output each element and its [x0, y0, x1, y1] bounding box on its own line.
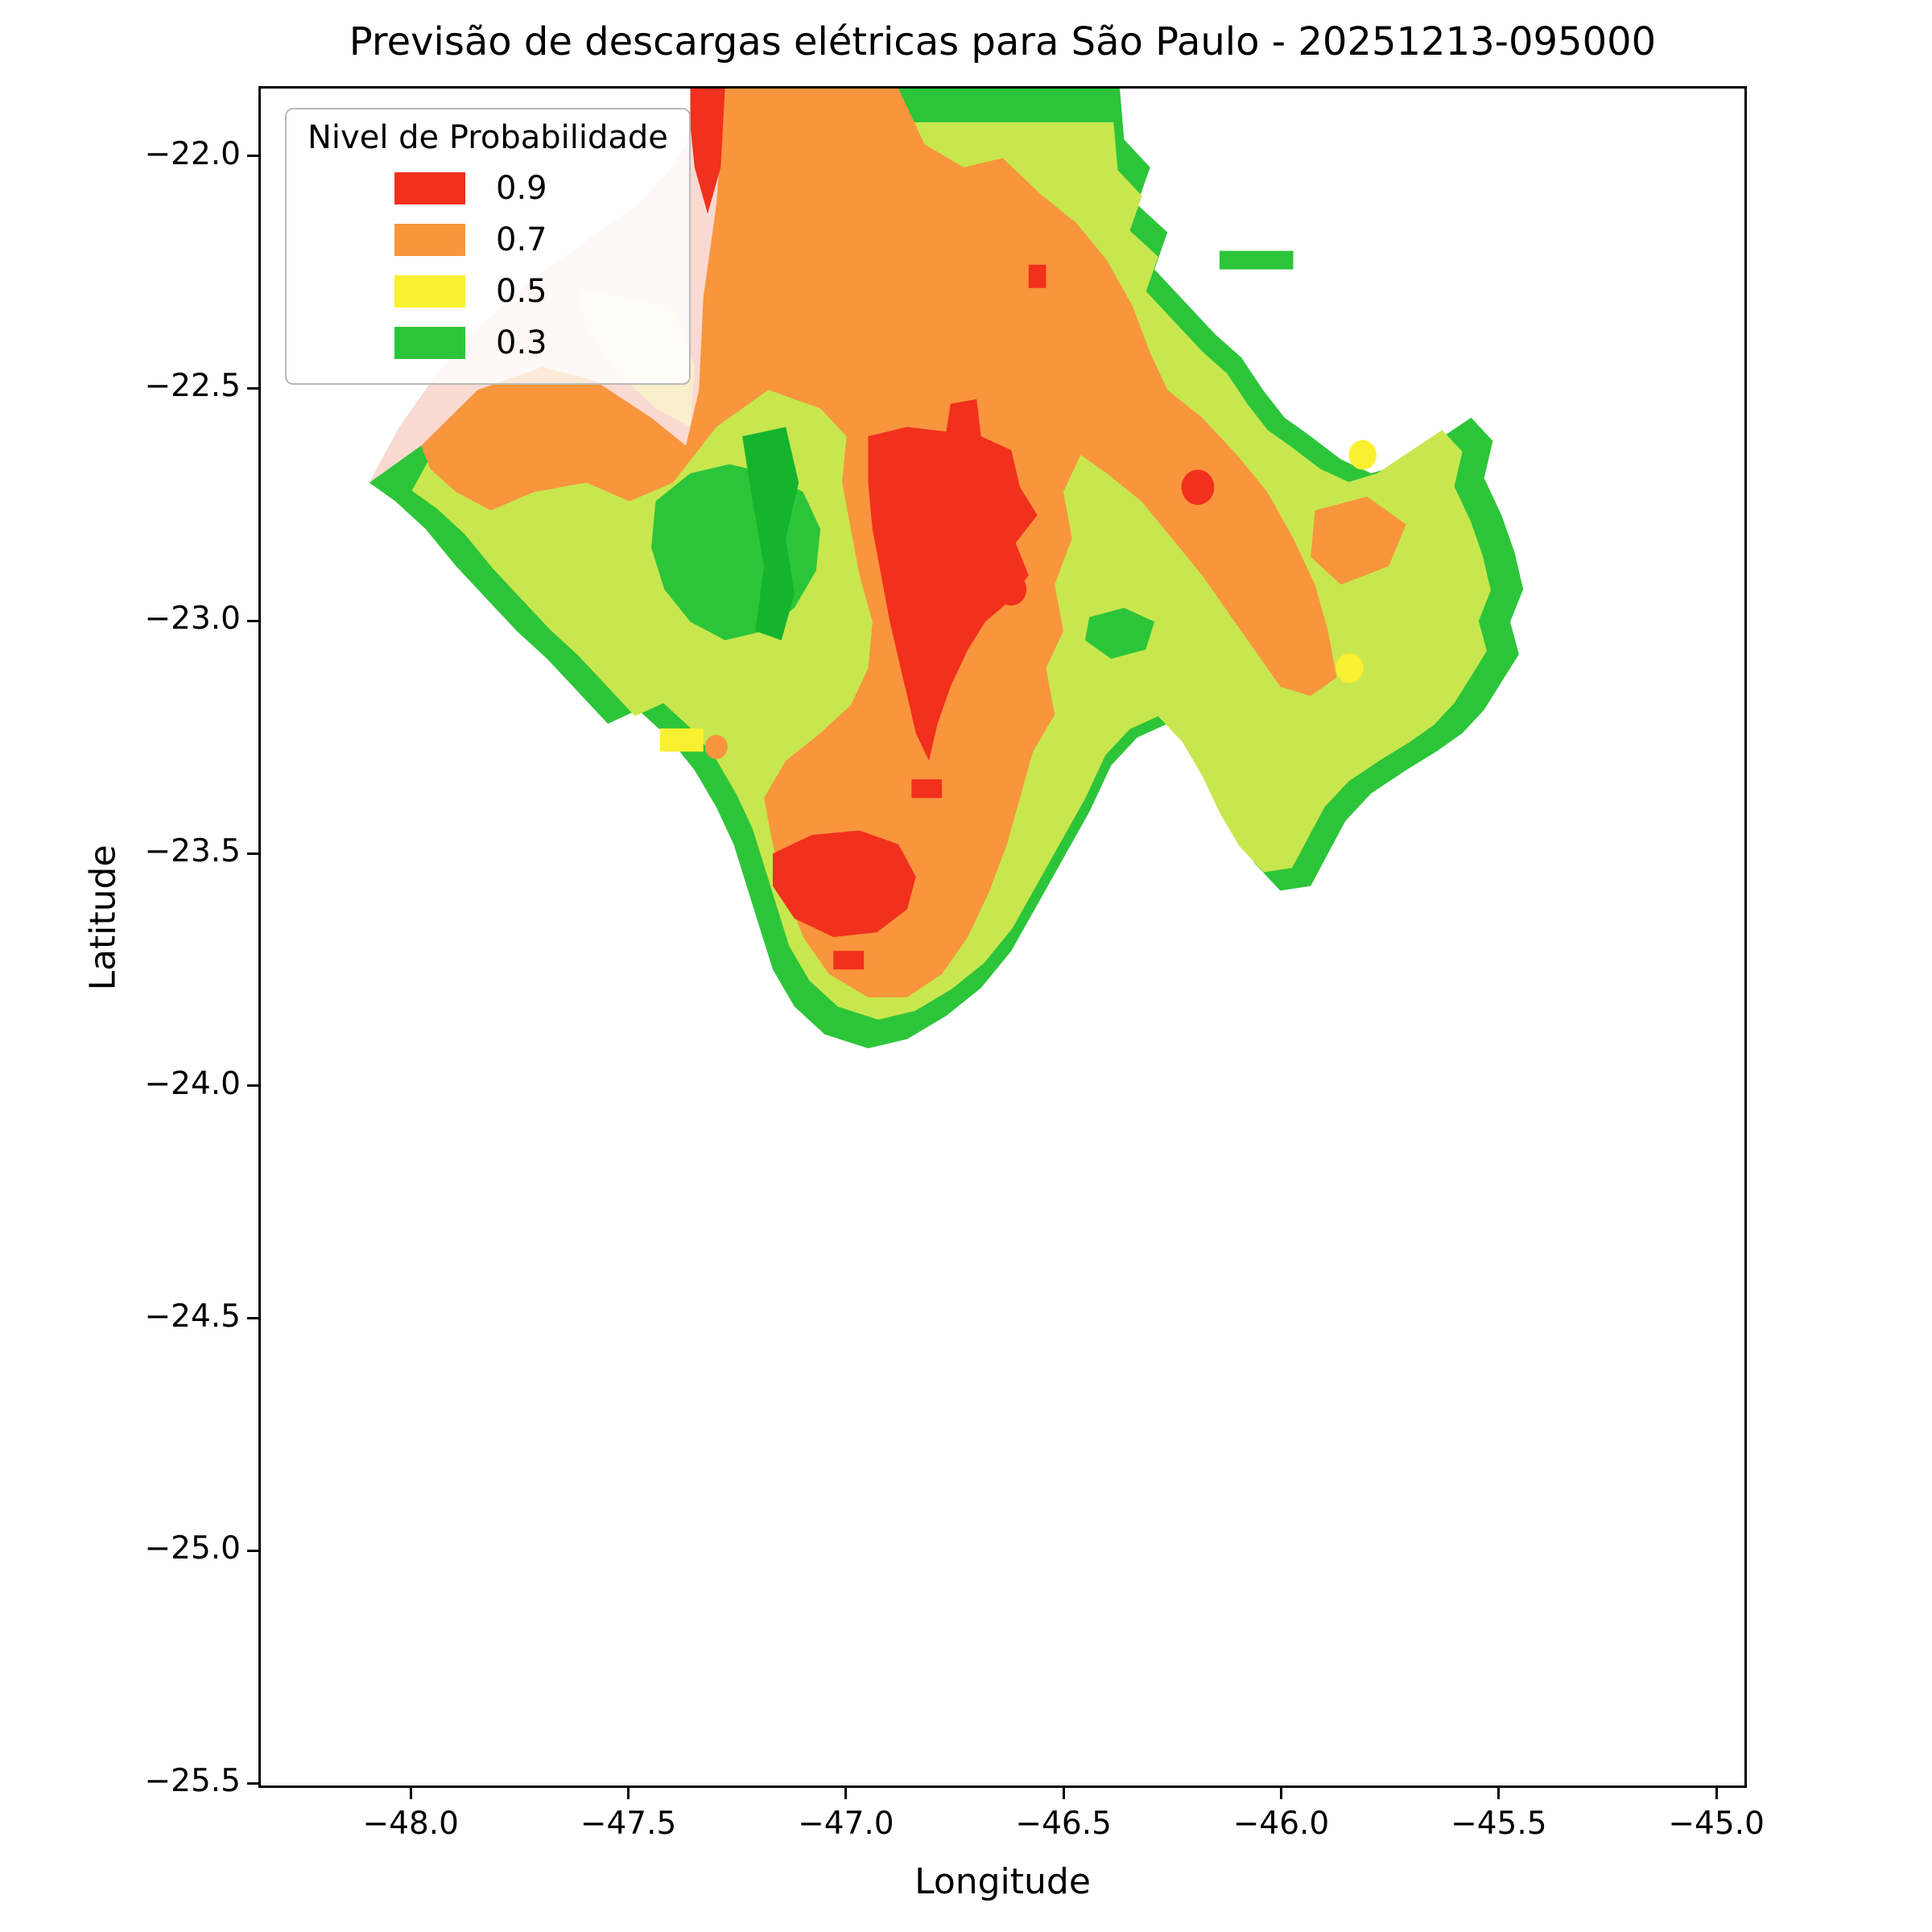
legend-entry: 0.9 [308, 163, 668, 214]
x-tick-label: −45.0 [1668, 1806, 1765, 1842]
x-tick-label: −47.0 [798, 1806, 894, 1842]
legend-swatch-yellow [394, 275, 465, 308]
y-tick-label: −25.0 [144, 1530, 241, 1567]
chart-title: Previsão de descargas elétricas para São… [349, 19, 1657, 64]
x-tick-mark [1062, 1788, 1065, 1799]
y-tick-label: −24.5 [144, 1298, 241, 1335]
legend-entry: 0.5 [308, 266, 668, 317]
region-orange-dot-west [704, 734, 728, 759]
x-tick-mark [844, 1788, 848, 1799]
region-red-south [772, 830, 916, 937]
region-red-central [868, 398, 1038, 762]
region-red-dash-c [833, 951, 865, 970]
y-tick-mark [247, 1781, 258, 1785]
x-tick-mark [1715, 1788, 1718, 1799]
legend: Nivel de Probabilidade 0.9 0.7 0.5 0.3 [285, 108, 691, 385]
region-yellow-dot-b [1335, 653, 1364, 683]
region-green-bay-patch [1084, 608, 1155, 659]
y-tick-label: −25.5 [144, 1763, 241, 1800]
x-tick-label: −48.0 [362, 1806, 459, 1842]
x-tick-mark [409, 1788, 412, 1799]
y-tick-label: −23.5 [144, 833, 241, 870]
x-tick-mark [627, 1788, 630, 1799]
x-tick-mark [1497, 1788, 1501, 1799]
x-tick-label: −47.5 [580, 1806, 677, 1842]
y-tick-mark [247, 155, 258, 158]
legend-entry: 0.3 [308, 317, 668, 369]
region-red-dash-a [1028, 264, 1046, 288]
y-tick-label: −24.0 [144, 1065, 241, 1102]
region-red-top-sliver [690, 89, 725, 214]
y-tick-mark [247, 1084, 258, 1088]
x-tick-label: −46.0 [1232, 1806, 1330, 1842]
x-tick-label: −46.5 [1015, 1806, 1112, 1842]
y-tick-mark [247, 619, 258, 622]
region-red-dot-a [996, 572, 1027, 606]
legend-swatch-red [394, 172, 465, 204]
legend-entry: 0.7 [308, 214, 668, 266]
legend-entry-label: 0.5 [496, 273, 547, 310]
x-axis-label: Longitude [914, 1861, 1091, 1902]
region-green-inner-strip [742, 427, 799, 641]
y-tick-mark [247, 1317, 258, 1320]
y-tick-mark [247, 852, 258, 855]
legend-entry-label: 0.3 [496, 324, 547, 361]
legend-swatch-green [394, 327, 465, 359]
x-tick-mark [1280, 1788, 1282, 1799]
legend-entry-label: 0.9 [496, 170, 547, 207]
y-tick-mark [247, 1549, 258, 1552]
region-green-dash-ne [1219, 250, 1294, 270]
legend-swatch-orange [394, 224, 465, 256]
y-tick-label: −22.0 [144, 135, 241, 172]
region-red-dot-b [1181, 469, 1215, 506]
legend-entry-label: 0.7 [496, 221, 547, 258]
y-tick-label: −22.5 [144, 368, 241, 405]
region-orange-right-patch [1311, 496, 1406, 585]
region-yellow-dot-a [1348, 440, 1377, 470]
y-tick-label: −23.0 [144, 601, 241, 638]
legend-entries: 0.9 0.7 0.5 0.3 [308, 163, 668, 369]
legend-title: Nivel de Probabilidade [308, 119, 668, 156]
plot-area: Nivel de Probabilidade 0.9 0.7 0.5 0.3 [258, 86, 1747, 1788]
region-red-dash-b [911, 779, 943, 799]
y-tick-mark [247, 386, 258, 390]
x-tick-label: −45.5 [1451, 1806, 1547, 1842]
region-yellow-dash-west [659, 728, 704, 752]
